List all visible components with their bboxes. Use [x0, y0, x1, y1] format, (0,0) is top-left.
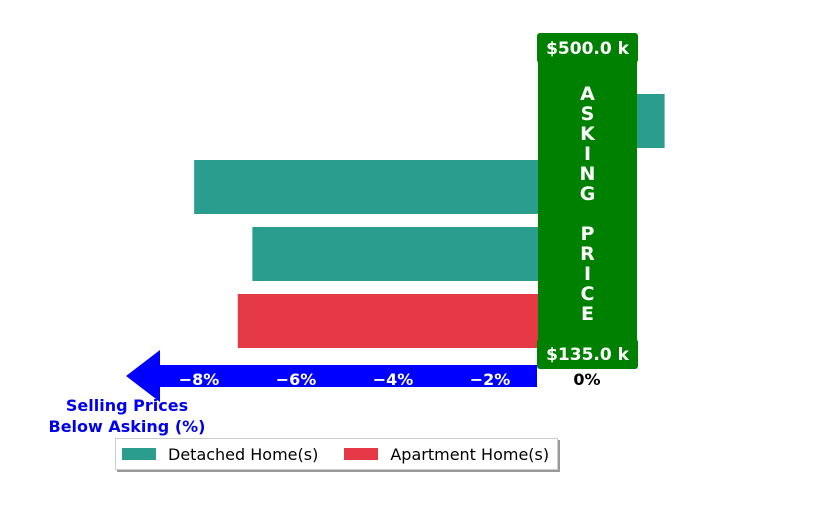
x-tick-label: −4%	[373, 370, 414, 389]
x-tick-label: −2%	[470, 370, 511, 389]
legend: Detached Home(s) Apartment Home(s)	[115, 438, 559, 470]
legend-item: Detached Home(s)	[122, 445, 318, 464]
legend-label: Detached Home(s)	[168, 444, 319, 464]
legend-item: Apartment Home(s)	[344, 445, 549, 464]
asking-price-column	[538, 62, 637, 342]
bar-3	[252, 227, 587, 281]
asking-price-top-box	[537, 33, 638, 63]
legend-swatch	[122, 448, 156, 460]
asking-price-top-label: $500.0 k	[546, 39, 630, 59]
x-tick-label: −6%	[276, 370, 317, 389]
x-axis-arrow	[126, 350, 537, 402]
legend-label: Apartment Home(s)	[390, 444, 550, 464]
asking-price-bottom-box	[537, 339, 638, 369]
bars-group	[194, 94, 665, 348]
x-tick-label: −8%	[179, 370, 220, 389]
x-axis-title-line: Selling Prices	[66, 396, 188, 415]
x-axis-title-line: Below Asking (%)	[49, 417, 206, 436]
x-axis: −8% −6% −4% −2% 0% Selling Prices Below Asking…	[49, 350, 601, 436]
bar-2	[194, 160, 587, 214]
bar-4	[237, 294, 588, 348]
x-tick-label: 0%	[573, 370, 600, 389]
legend-swatch	[344, 448, 379, 460]
asking-price-bottom-label: $135.0 k	[546, 345, 630, 365]
